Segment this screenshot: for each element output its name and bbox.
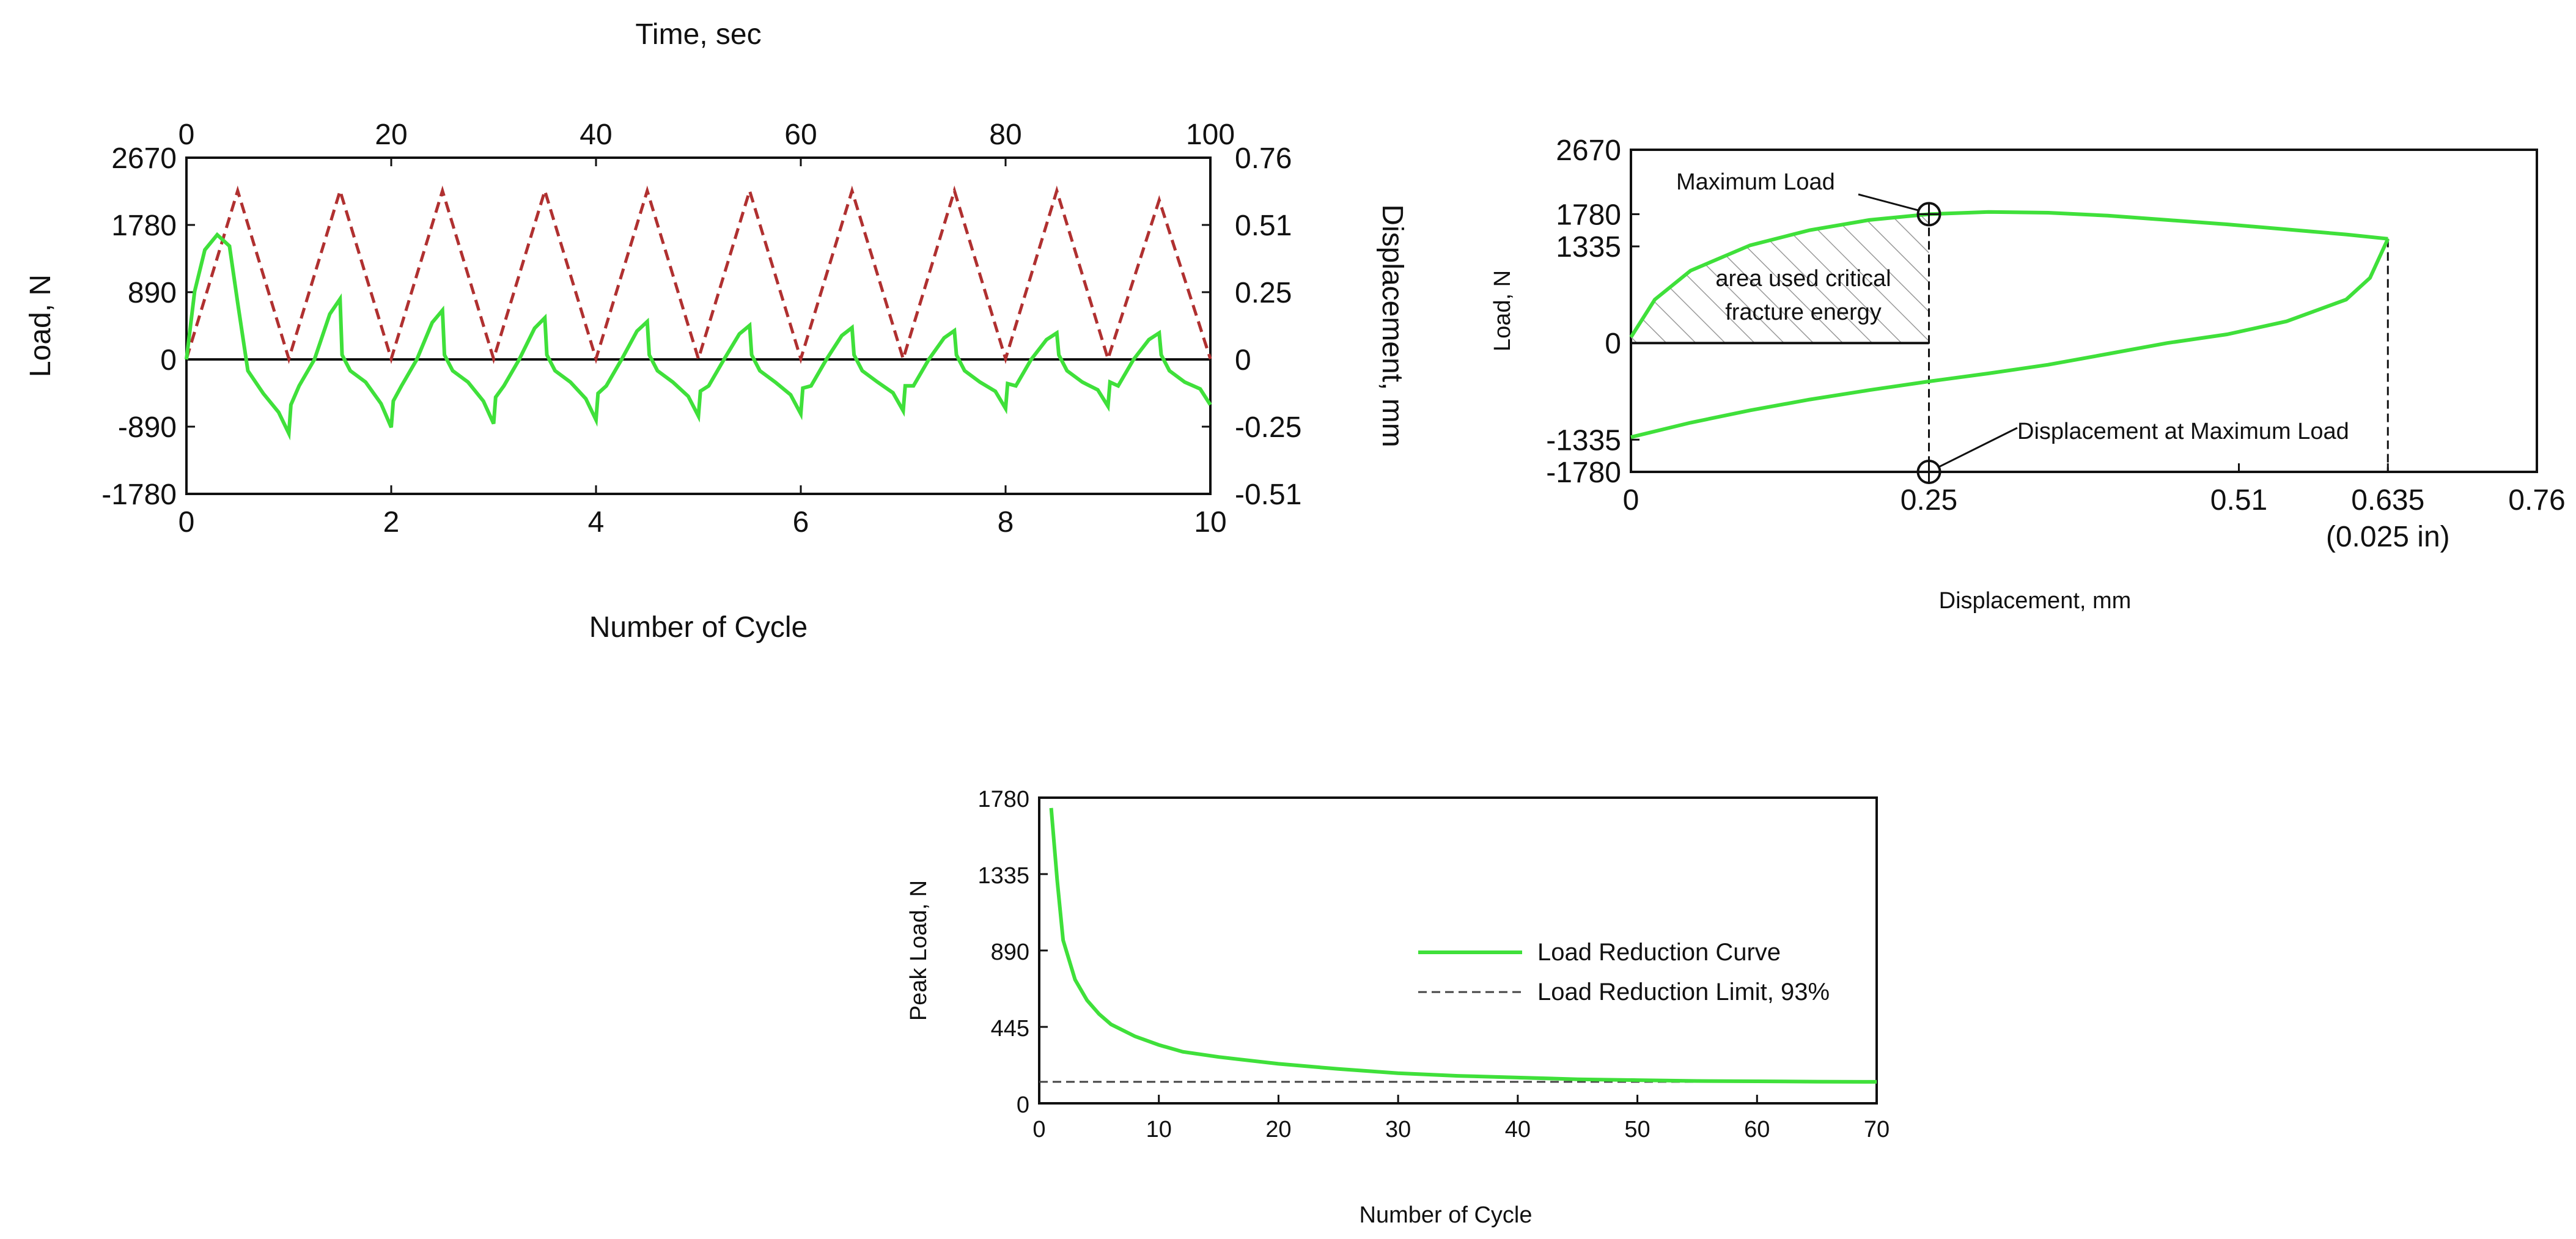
- y2-tick-label: 0.76: [1235, 142, 1292, 175]
- max-load-leader: [1858, 193, 1919, 211]
- y-tick-label: 2670: [1556, 134, 1621, 167]
- y-axis-title: Load, N: [24, 274, 57, 377]
- x-tick-label: 6: [793, 506, 809, 539]
- y2-tick-label: -0.25: [1235, 411, 1301, 444]
- y-tick-label: -1780: [1546, 457, 1621, 489]
- x-tick-label: 0.635: [2351, 484, 2424, 517]
- x-tick-label: 10: [1146, 1117, 1172, 1142]
- legend-label-limit: Load Reduction Limit, 93%: [1537, 979, 1830, 1006]
- y-tick-label: 1335: [977, 863, 1029, 889]
- x2-tick-label: 20: [375, 119, 407, 151]
- y-tick-label: 1780: [977, 787, 1029, 812]
- x2-tick-label: 40: [580, 119, 612, 151]
- plot-frame: [185, 156, 1212, 495]
- legend-label-curve: Load Reduction Curve: [1537, 939, 1781, 966]
- x-tick-label: 4: [588, 506, 605, 539]
- y-tick-label: 0: [160, 344, 177, 377]
- hysteresis-unloading-line: [1630, 238, 2390, 439]
- x2-tick-label: 80: [989, 119, 1021, 151]
- peak-load-chart: 0 445 890 1335 1780 0 10 20 30 40 50 60 70 Number of …: [906, 787, 1890, 1228]
- y2-tick-label: -0.51: [1235, 479, 1301, 511]
- x-tick-label: 30: [1385, 1117, 1411, 1142]
- y-tick-label: -1335: [1546, 424, 1621, 457]
- x-tick-label: 60: [1744, 1117, 1770, 1142]
- x-axis-title: Number of Cycle: [1360, 1202, 1533, 1228]
- displacement-series-line: [185, 185, 1212, 364]
- x-tick-label: 0: [1032, 1117, 1045, 1142]
- x-tick-label: 8: [998, 506, 1014, 539]
- x-tick-label: 40: [1505, 1117, 1531, 1142]
- y-tick-label: 890: [991, 939, 1029, 965]
- y-tick-label: 1780: [111, 210, 177, 242]
- x-tick-label: 0.51: [2210, 484, 2267, 517]
- max-load-annotation: Maximum Load: [1676, 169, 1835, 195]
- x-tick-label: 0.25: [1901, 484, 1957, 517]
- x-axis-title: Number of Cycle: [589, 611, 808, 644]
- y-tick-label: -1780: [101, 479, 177, 511]
- x-tick-label: 10: [1194, 506, 1226, 539]
- y-tick-label: 0: [1605, 328, 1621, 360]
- x-tick-label: 0.76: [2508, 484, 2565, 517]
- area-annotation-line2: fracture energy: [1725, 300, 1882, 325]
- x2-axis-title: Time, sec: [635, 18, 761, 51]
- cyclic-load-chart: 0 2 4 6 8 100 20 40 60 80 100-1780-890089017802670…: [24, 18, 1408, 644]
- y-axis-title: Peak Load, N: [906, 880, 932, 1021]
- displacement-max-leader: [1938, 427, 2018, 468]
- y-axis-title: Load, N: [1490, 270, 1515, 351]
- y2-tick-label: 0.51: [1235, 210, 1292, 242]
- y2-tick-label: 0: [1235, 344, 1251, 377]
- x-tick-label: 20: [1265, 1117, 1291, 1142]
- x-tick-label: 2: [383, 506, 400, 539]
- y-tick-label: 0: [1017, 1092, 1029, 1118]
- y-tick-label: 1335: [1556, 231, 1621, 263]
- x-tick-label: 70: [1864, 1117, 1890, 1142]
- load-series-line: [185, 232, 1212, 441]
- y-tick-label: -890: [118, 411, 177, 444]
- x2-tick-label: 0: [178, 119, 195, 151]
- hysteresis-loading-line: [1629, 210, 2388, 339]
- area-annotation-line1: area used critical: [1715, 266, 1891, 292]
- x-axis-title: Displacement, mm: [1939, 588, 2132, 614]
- x2-tick-label: 60: [784, 119, 817, 151]
- y-tick-label: 890: [128, 277, 177, 309]
- x-tick-unit-note: (0.025 in): [2326, 521, 2450, 553]
- fracture-energy-area: [1631, 214, 1929, 344]
- y2-tick-label: 0.25: [1235, 277, 1292, 309]
- y-tick-label: 2670: [111, 142, 177, 175]
- x2-tick-label: 100: [1186, 119, 1235, 151]
- x-tick-label: 0: [178, 506, 195, 539]
- x-tick-label: 50: [1624, 1117, 1650, 1142]
- plot-frame: [1630, 149, 2538, 473]
- displacement-max-annotation: Displacement at Maximum Load: [2017, 419, 2349, 444]
- load-reduction-curve-line: [1049, 807, 1877, 1084]
- y-tick-label: 1780: [1556, 199, 1621, 231]
- x-tick-label: 0: [1623, 484, 1639, 517]
- y2-axis-title: Displacement, mm: [1376, 204, 1408, 447]
- y-tick-label: 445: [991, 1016, 1029, 1042]
